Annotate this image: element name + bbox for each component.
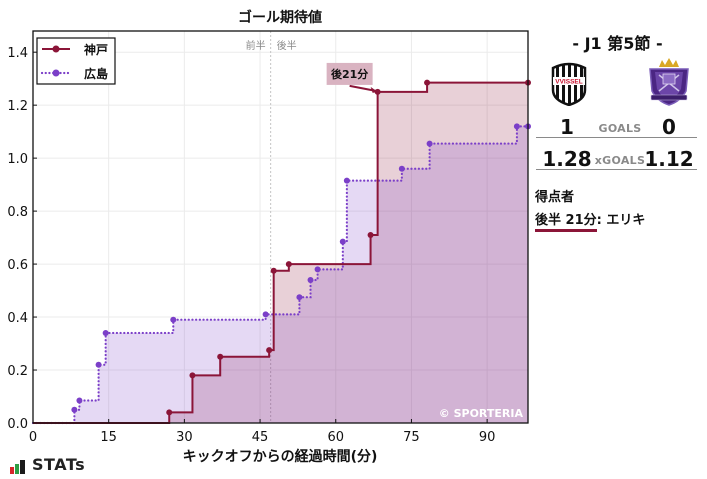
away-goals: 0 <box>662 115 676 139</box>
series-fill-1 <box>33 126 528 423</box>
data-point-marker <box>367 231 374 238</box>
x-tick-label: 15 <box>100 430 117 445</box>
legend-label-1: 広島 <box>84 66 108 81</box>
data-point-marker <box>343 177 350 184</box>
x-tick-label: 0 <box>29 430 37 445</box>
scorer-row: 後半 21分: エリキ <box>535 209 646 232</box>
logo-bar-red <box>10 467 14 474</box>
away-xg: 1.12 <box>644 147 694 171</box>
y-tick-label: 1.4 <box>7 46 28 61</box>
second-half-label: 後半 <box>277 39 297 52</box>
annotation-label: 後21分 <box>331 67 368 81</box>
data-point-marker <box>166 409 173 416</box>
y-tick-label: 0.4 <box>7 311 28 326</box>
stats-logo-text: STATs <box>32 455 86 474</box>
data-point-marker <box>95 361 102 368</box>
data-point-marker <box>426 140 433 147</box>
data-point-marker <box>266 347 273 354</box>
y-tick-label: 0.6 <box>7 258 28 273</box>
stats-logo: STATs <box>10 456 85 474</box>
y-tick-label: 0.8 <box>7 205 28 220</box>
legend-marker-0 <box>52 45 60 53</box>
svg-text:VVISSEL: VVISSEL <box>555 79 582 86</box>
series-line-1 <box>31 125 530 425</box>
data-point-marker <box>170 316 177 323</box>
y-tick-label: 1.0 <box>7 152 28 167</box>
data-point-marker <box>217 353 224 360</box>
x-tick-label: 90 <box>479 430 496 445</box>
data-point-marker <box>71 406 78 413</box>
sanfrecce-hiroshima-crest-icon <box>649 58 689 106</box>
data-point-marker <box>285 261 292 268</box>
data-point-marker <box>102 329 109 336</box>
y-tick-label: 0.2 <box>7 364 28 379</box>
x-tick-label: 30 <box>176 430 193 445</box>
annotation-arrow <box>349 84 376 92</box>
y-tick-label: 1.2 <box>7 99 28 114</box>
scorer-time: 後半 21分 <box>535 213 597 232</box>
vissel-kobe-crest-icon: VVISSEL <box>551 62 587 106</box>
data-point-marker <box>296 294 303 301</box>
scorer-player: エリキ <box>606 213 646 228</box>
x-tick-label: 75 <box>403 430 420 445</box>
goals-divider <box>536 137 697 138</box>
scorer-separator: : <box>596 213 607 228</box>
data-point-marker <box>262 311 269 318</box>
x-axis-label: キックオフからの経過時間(分) <box>182 449 378 465</box>
logo-bar-green <box>15 464 19 474</box>
data-point-marker <box>270 267 277 274</box>
home-xg: 1.28 <box>542 147 592 171</box>
annotation-box <box>326 62 373 85</box>
watermark: © SPORTERIA <box>439 407 524 420</box>
data-point-marker <box>513 123 520 130</box>
plot-frame <box>32 30 529 424</box>
data-point-marker <box>398 165 405 172</box>
legend-box <box>36 37 116 85</box>
x-tick-label: 45 <box>252 430 269 445</box>
first-half-label: 前半 <box>246 39 266 52</box>
data-point-marker <box>307 276 314 283</box>
home-goals: 1 <box>560 115 574 139</box>
data-point-marker <box>424 79 431 86</box>
data-point-marker <box>76 397 83 404</box>
data-point-marker <box>339 238 346 245</box>
chart-title: ゴール期待値 <box>238 10 322 26</box>
legend-marker-1 <box>52 69 60 77</box>
scorers-title: 得点者 <box>535 190 575 205</box>
data-point-marker <box>314 266 321 273</box>
annotation-arrowhead <box>370 86 378 93</box>
goals-label: GOALS <box>598 122 642 135</box>
xg-divider <box>536 169 697 170</box>
y-tick-label: 0.0 <box>7 417 28 432</box>
logo-bar-black <box>20 460 25 474</box>
series-line-0 <box>33 81 528 424</box>
x-tick-label: 60 <box>327 430 344 445</box>
legend-label-0: 神戸 <box>84 42 108 57</box>
xg-label: xGOALS <box>594 154 646 167</box>
data-point-marker <box>189 372 196 379</box>
round-title: - J1 第5節 - <box>572 34 663 53</box>
